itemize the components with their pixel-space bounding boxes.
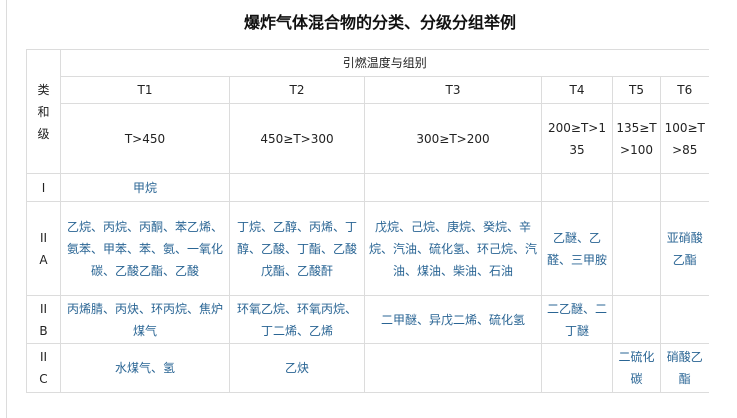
gas-cell (660, 295, 709, 344)
temp-t3: 300≥T>200 (364, 103, 542, 174)
page-title: 爆炸气体混合物的分类、分级分组举例 (243, 13, 516, 32)
group-t4: T4 (541, 76, 613, 104)
gas-cell (541, 173, 613, 202)
temp-t6: 100≥T>85 (660, 103, 709, 174)
gas-cell (660, 173, 709, 202)
group-t6: T6 (660, 76, 709, 104)
gas-cell[interactable]: 环氧乙烷、环氧丙烷、丁二烯、乙烯 (229, 295, 365, 344)
class-label: I (26, 173, 61, 202)
gas-cell[interactable]: 乙炔 (229, 343, 365, 393)
gas-cell (612, 201, 661, 296)
gas-cell[interactable]: 亚硝酸乙酯 (660, 201, 709, 296)
gas-cell[interactable]: 甲烷 (60, 173, 230, 202)
gas-cell (612, 173, 661, 202)
gas-cell[interactable]: 二甲醚、异戊二烯、硫化氢 (364, 295, 542, 344)
class-label: II C (26, 343, 61, 393)
gas-cell[interactable]: 二硫化碳 (612, 343, 661, 393)
gas-cell (541, 343, 613, 393)
gas-cell[interactable]: 丁烷、乙醇、丙烯、丁醇、乙酸、丁酯、乙酸戊酯、乙酸酐 (229, 201, 365, 296)
gas-cell[interactable]: 乙醚、乙醛、三甲胺 (541, 201, 613, 296)
gas-cell[interactable]: 丙烯腈、丙炔、环丙烷、焦炉煤气 (60, 295, 230, 344)
corner-header: 类 和 级 (26, 49, 61, 174)
group-t1: T1 (60, 76, 230, 104)
gas-cell (229, 173, 365, 202)
class-label: II A (26, 201, 61, 296)
temp-t2: 450≥T>300 (229, 103, 365, 174)
gas-cell[interactable]: 戊烷、己烷、庚烷、癸烷、辛烷、汽油、硫化氢、环己烷、汽油、煤油、柴油、石油 (364, 201, 542, 296)
gas-cell[interactable]: 硝酸乙酯 (660, 343, 709, 393)
temp-t5: 135≥T>100 (612, 103, 661, 174)
table-row: II B 丙烯腈、丙炔、环丙烷、焦炉煤气 环氧乙烷、环氧丙烷、丁二烯、乙烯 二甲… (26, 295, 709, 344)
classification-table: 类 和 级 引燃温度与组别 T1 T2 T3 T4 T5 T6 T>450 45… (26, 49, 709, 393)
temp-t4: 200≥T>135 (541, 103, 613, 174)
group-t3: T3 (364, 76, 542, 104)
gas-cell (612, 295, 661, 344)
gas-cell[interactable]: 二乙醚、二丁醚 (541, 295, 613, 344)
temp-t1: T>450 (60, 103, 230, 174)
table-row: I 甲烷 (26, 173, 709, 202)
group-header: 引燃温度与组别 (60, 49, 709, 77)
gas-cell[interactable]: 水煤气、氢 (60, 343, 230, 393)
group-t5: T5 (612, 76, 661, 104)
table-row: II C 水煤气、氢 乙炔 二硫化碳 硝酸乙酯 (26, 343, 709, 393)
gas-cell (364, 173, 542, 202)
gas-cell[interactable]: 乙烷、丙烷、丙酮、苯乙烯、氨苯、甲苯、苯、氨、一氧化碳、乙酸乙酯、乙酸 (60, 201, 230, 296)
group-t2: T2 (229, 76, 365, 104)
page-left-border (6, 0, 7, 418)
gas-cell (364, 343, 542, 393)
table-row: II A 乙烷、丙烷、丙酮、苯乙烯、氨苯、甲苯、苯、氨、一氧化碳、乙酸乙酯、乙酸… (26, 201, 709, 296)
class-label: II B (26, 295, 61, 344)
